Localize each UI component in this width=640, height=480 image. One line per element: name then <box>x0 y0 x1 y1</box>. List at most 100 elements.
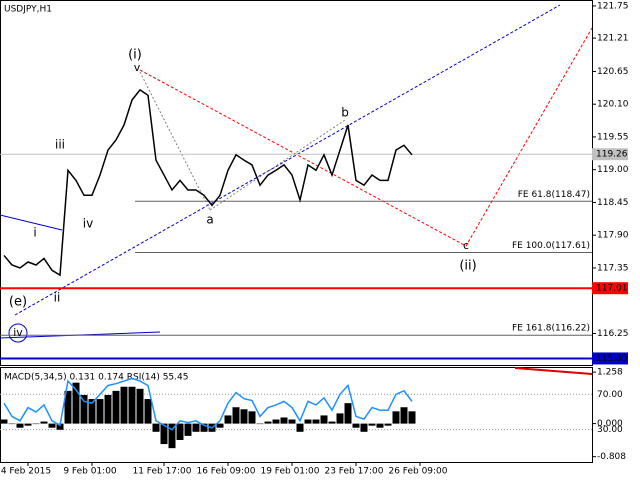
macd-bar <box>336 413 344 424</box>
wave-line <box>209 119 346 211</box>
main-panel <box>0 0 593 366</box>
macd-bar <box>64 390 72 424</box>
macd-bar <box>192 423 200 432</box>
rsi-line <box>3 377 413 431</box>
x-tick-label: 16 Feb 09:00 <box>196 467 255 477</box>
macd-bar <box>280 417 288 424</box>
price-tag-label: 115.83 <box>596 354 628 364</box>
macd-bar <box>304 419 312 424</box>
macd-bar <box>104 394 112 424</box>
wave-label: b <box>341 106 349 120</box>
macd-bar <box>384 423 392 426</box>
macd-bar <box>112 390 120 424</box>
y-tick-label: 1.258 <box>597 368 623 378</box>
wave-label: iii <box>55 138 65 152</box>
wave-label: a <box>206 213 213 227</box>
macd-bar <box>136 388 144 424</box>
macd-bar <box>288 419 296 424</box>
wave-label: v <box>134 61 141 74</box>
x-tick-label: 4 Feb 2015 <box>1 467 51 477</box>
macd-bar <box>408 411 416 424</box>
price-tag-label: 119.26 <box>596 150 628 160</box>
y2-tick-label: 30.00 <box>597 425 623 435</box>
macd-bar <box>48 423 56 428</box>
macd-bar <box>88 399 96 424</box>
wave-label: i <box>33 226 36 240</box>
macd-bar <box>296 423 304 432</box>
macd-bar <box>168 423 176 449</box>
trend-line <box>14 4 561 316</box>
macd-bar <box>256 423 264 425</box>
macd-bar <box>368 423 376 426</box>
level-label: FE 161.8(116.22) <box>512 324 590 334</box>
level-label: FE 100.0(117.61) <box>512 241 590 251</box>
macd-bar <box>56 423 64 430</box>
wave-label: c <box>463 239 469 252</box>
macd-bar <box>176 423 184 440</box>
wave-circle <box>8 323 28 343</box>
wave-label: iv <box>83 217 93 231</box>
y-tick-label: 120.10 <box>597 100 629 110</box>
macd-bar <box>144 399 152 424</box>
y2-tick-label: 70.00 <box>597 390 623 400</box>
indicator-panel <box>0 367 593 463</box>
x-tick-label: 9 Feb 01:00 <box>63 467 117 477</box>
macd-bar <box>32 423 40 425</box>
macd-bar <box>72 382 80 424</box>
macd-bar <box>400 407 408 424</box>
macd-bar <box>352 423 360 428</box>
macd-bar <box>328 421 336 424</box>
x-tick-label: 23 Feb 17:00 <box>324 467 383 477</box>
price-tag <box>592 282 628 295</box>
y-tick-label: -0.808 <box>597 452 626 462</box>
y-tick-label: 121.21 <box>597 34 629 44</box>
y-tick-label: 119.00 <box>597 165 629 175</box>
price-line-series <box>3 88 413 277</box>
wave-label: (i) <box>128 48 142 63</box>
macd-bar <box>216 423 224 428</box>
macd-bar <box>320 415 328 424</box>
macd-bar <box>312 419 320 424</box>
x-tick-label: 26 Feb 09:00 <box>388 467 447 477</box>
macd-bar <box>360 423 368 432</box>
macd-bar <box>392 411 400 424</box>
x-tick-label: 19 Feb 01:00 <box>260 467 319 477</box>
macd-bar <box>96 399 104 424</box>
macd-bar <box>16 423 24 428</box>
macd-bar <box>272 419 280 424</box>
macd-bar <box>200 423 208 432</box>
chart-title: USDJPY,H1 <box>4 5 52 15</box>
y-tick-label: 116.25 <box>597 329 629 339</box>
y-tick-label: 117.35 <box>597 263 629 273</box>
macd-bar <box>224 415 232 424</box>
indicator-title: MACD(5,34,5) 0.131 0.174 RSI(14) 55.45 <box>4 373 188 383</box>
macd-bar <box>24 423 32 426</box>
macd-bar <box>344 403 352 424</box>
indicator-line <box>514 367 593 375</box>
wave-label: (ii) <box>459 259 476 274</box>
macd-bar <box>240 409 248 424</box>
wave-label: (e) <box>9 295 27 310</box>
price-tag <box>592 352 628 365</box>
y-tick-label: 119.55 <box>597 132 629 142</box>
macd-bar <box>120 386 128 424</box>
macd-bar <box>160 423 168 445</box>
y-tick-label: 117.90 <box>597 231 629 241</box>
y-tick-label: 0.000 <box>597 419 623 429</box>
macd-bar <box>80 394 88 424</box>
macd-bar <box>40 421 48 424</box>
price-tag <box>592 148 628 161</box>
x-tick-label: 11 Feb 17:00 <box>132 467 191 477</box>
macd-bar <box>232 407 240 424</box>
macd-bar <box>264 421 272 424</box>
macd-bar <box>0 419 8 424</box>
macd-bar <box>376 423 384 428</box>
macd-bar <box>184 423 192 436</box>
level-label: FE 61.8(118.47) <box>518 190 590 200</box>
channel-line <box>0 214 63 231</box>
macd-bar <box>248 411 256 424</box>
price-tag-label: 117.01 <box>596 284 628 294</box>
wave-label: ii <box>54 291 61 305</box>
projection-line <box>139 27 593 247</box>
